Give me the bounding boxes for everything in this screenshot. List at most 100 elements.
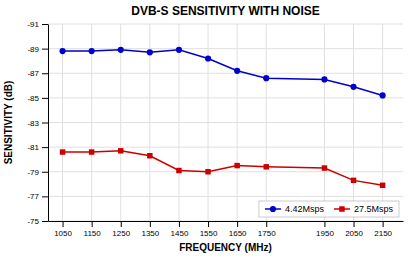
point bbox=[89, 149, 94, 154]
tick-label: -81 bbox=[27, 143, 39, 152]
legend-label: 4.42Msps bbox=[285, 204, 325, 214]
series-line bbox=[63, 50, 383, 96]
point bbox=[118, 47, 124, 53]
tick: -79 bbox=[27, 168, 48, 177]
tick: -83 bbox=[27, 119, 48, 128]
tick-mark bbox=[324, 221, 325, 227]
tick: 1750 bbox=[258, 221, 276, 238]
tick-mark bbox=[42, 172, 48, 173]
tick: 1350 bbox=[141, 221, 159, 238]
tick-label: 1050 bbox=[54, 229, 72, 238]
point bbox=[380, 92, 386, 98]
tick-label: 1950 bbox=[316, 229, 334, 238]
tick-label: 1150 bbox=[84, 229, 102, 238]
tick-mark bbox=[121, 221, 122, 227]
tick: 1650 bbox=[229, 221, 247, 238]
grid-line bbox=[48, 24, 403, 25]
tick: 1450 bbox=[171, 221, 189, 238]
tick: -87 bbox=[27, 69, 48, 78]
tick: 1150 bbox=[84, 221, 102, 238]
tick-mark bbox=[63, 221, 64, 227]
tick: 1950 bbox=[316, 221, 334, 238]
tick-label: -83 bbox=[27, 119, 39, 128]
point bbox=[234, 68, 240, 74]
grid-line bbox=[48, 97, 403, 98]
tick-mark bbox=[42, 147, 48, 148]
tick: -91 bbox=[27, 20, 48, 29]
point bbox=[147, 49, 153, 55]
series bbox=[59, 47, 385, 99]
grid-line bbox=[48, 122, 403, 123]
tick: 1250 bbox=[112, 221, 130, 238]
point bbox=[176, 168, 181, 173]
point bbox=[147, 153, 152, 158]
tick-label: -75 bbox=[27, 217, 39, 226]
tick-mark bbox=[354, 221, 355, 227]
tick-mark bbox=[383, 221, 384, 227]
tick: -89 bbox=[27, 45, 48, 54]
point bbox=[263, 75, 269, 81]
tick-label: 1350 bbox=[141, 229, 159, 238]
tick-mark bbox=[179, 221, 180, 227]
legend-marker bbox=[270, 206, 276, 212]
y-axis-title: SENSITIVITY (dB) bbox=[3, 81, 14, 165]
tick-label: -89 bbox=[27, 45, 39, 54]
tick-label: -87 bbox=[27, 69, 39, 78]
series-line bbox=[63, 151, 383, 185]
legend-item: 27.5Msps bbox=[334, 204, 394, 214]
grid-line bbox=[48, 147, 403, 148]
grid-line bbox=[48, 48, 403, 49]
point bbox=[59, 48, 65, 54]
tick: -77 bbox=[27, 192, 48, 201]
point bbox=[118, 148, 123, 153]
tick: 1050 bbox=[54, 221, 72, 238]
tick-mark bbox=[42, 221, 48, 222]
grid-line bbox=[48, 171, 403, 172]
point bbox=[205, 169, 210, 174]
point bbox=[350, 84, 356, 90]
axis-line bbox=[48, 25, 49, 222]
grid-line bbox=[48, 73, 403, 74]
legend-marker bbox=[339, 206, 344, 211]
tick-mark bbox=[42, 123, 48, 124]
tick-mark bbox=[42, 24, 48, 25]
tick-mark bbox=[150, 221, 151, 227]
tick: 1550 bbox=[200, 221, 218, 238]
point bbox=[322, 165, 327, 170]
marks bbox=[59, 47, 385, 188]
tick-label: -77 bbox=[27, 192, 39, 201]
tick: -85 bbox=[27, 94, 48, 103]
grid bbox=[48, 24, 403, 221]
tick-mark bbox=[208, 221, 209, 227]
tick-mark bbox=[42, 73, 48, 74]
tick: 2050 bbox=[345, 221, 363, 238]
point bbox=[380, 183, 385, 188]
tick-label: -91 bbox=[27, 20, 39, 29]
x-axis-title: FREQUENCY (MHz) bbox=[179, 242, 272, 253]
tick-label: -79 bbox=[27, 168, 39, 177]
legend-label: 27.5Msps bbox=[354, 204, 394, 214]
tick-mark bbox=[92, 221, 93, 227]
point bbox=[351, 178, 356, 183]
legend: 4.42Msps 27.5Msps bbox=[259, 201, 399, 217]
tick: -81 bbox=[27, 143, 48, 152]
point bbox=[176, 47, 182, 53]
tick-label: 2150 bbox=[374, 229, 392, 238]
tick-mark bbox=[237, 221, 238, 227]
tick-label: 2050 bbox=[345, 229, 363, 238]
tick-label: 1550 bbox=[200, 229, 218, 238]
tick-label: 1250 bbox=[112, 229, 130, 238]
tick-label: 1750 bbox=[258, 229, 276, 238]
legend-box bbox=[259, 201, 399, 217]
y-axis: -75 -77 -79 -81 -83 -85 -87 -89 -91 bbox=[27, 20, 48, 226]
chart: 1050 1150 1250 1350 1450 1550 1650 1750 1950 2050… bbox=[0, 0, 415, 257]
tick-mark bbox=[42, 196, 48, 197]
point bbox=[205, 55, 211, 61]
tick-label: -85 bbox=[27, 94, 39, 103]
tick-label: 1450 bbox=[171, 229, 189, 238]
tick: -75 bbox=[27, 217, 48, 226]
point bbox=[234, 163, 239, 168]
point bbox=[89, 48, 95, 54]
point bbox=[60, 149, 65, 154]
grid-line bbox=[48, 221, 403, 222]
